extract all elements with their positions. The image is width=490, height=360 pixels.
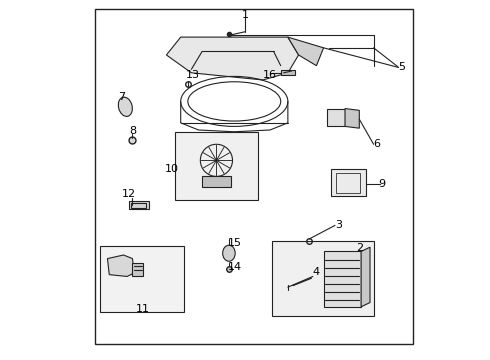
- Text: 12: 12: [122, 189, 136, 199]
- Text: 4: 4: [313, 267, 320, 277]
- Text: 13: 13: [186, 70, 200, 80]
- Text: 16: 16: [263, 69, 277, 80]
- Text: 11: 11: [135, 304, 149, 314]
- Polygon shape: [361, 247, 370, 307]
- Ellipse shape: [118, 97, 132, 116]
- Bar: [331, 169, 367, 196]
- Text: 9: 9: [378, 179, 385, 189]
- Text: 15: 15: [228, 238, 242, 248]
- Bar: [272, 241, 373, 316]
- Polygon shape: [345, 109, 359, 128]
- Text: 6: 6: [374, 139, 381, 149]
- Bar: [95, 9, 413, 344]
- Ellipse shape: [222, 245, 235, 261]
- Text: 10: 10: [165, 164, 179, 174]
- Polygon shape: [281, 70, 295, 75]
- Bar: [323, 251, 361, 307]
- Text: 7: 7: [118, 92, 125, 102]
- Text: 1: 1: [242, 10, 248, 19]
- Polygon shape: [132, 263, 143, 276]
- Text: 3: 3: [335, 220, 342, 230]
- Polygon shape: [107, 255, 134, 276]
- Bar: [175, 132, 258, 200]
- Polygon shape: [202, 176, 231, 187]
- Text: 2: 2: [356, 243, 363, 253]
- Bar: [336, 173, 360, 193]
- Polygon shape: [327, 109, 345, 126]
- Text: 14: 14: [228, 262, 242, 272]
- Polygon shape: [167, 37, 298, 80]
- Text: 8: 8: [129, 126, 136, 136]
- Text: 5: 5: [399, 63, 406, 72]
- Polygon shape: [288, 37, 323, 66]
- Polygon shape: [129, 202, 148, 208]
- Bar: [100, 246, 184, 312]
